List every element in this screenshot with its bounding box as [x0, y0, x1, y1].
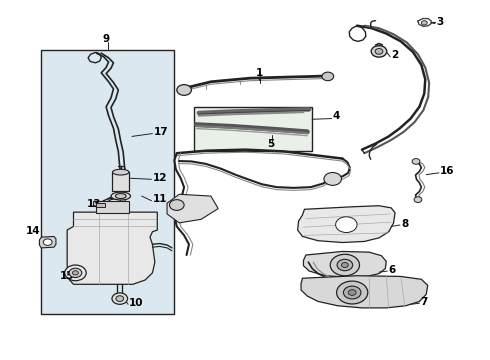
Text: 13: 13 — [87, 199, 101, 209]
Circle shape — [348, 290, 356, 296]
Text: 9: 9 — [103, 34, 110, 44]
Circle shape — [342, 262, 348, 267]
Circle shape — [330, 254, 360, 276]
Ellipse shape — [116, 194, 126, 199]
Bar — [97, 201, 129, 213]
Text: 6: 6 — [389, 265, 396, 275]
Text: 12: 12 — [152, 173, 167, 183]
Text: 8: 8 — [401, 219, 408, 229]
Circle shape — [375, 49, 383, 54]
Text: 1: 1 — [256, 68, 263, 78]
Text: 10: 10 — [129, 298, 144, 308]
Circle shape — [324, 172, 342, 185]
Text: 16: 16 — [440, 166, 454, 176]
Bar — [97, 203, 105, 207]
Bar — [41, 50, 174, 314]
Circle shape — [65, 265, 86, 281]
Circle shape — [177, 85, 192, 95]
Circle shape — [336, 217, 357, 233]
Text: 15: 15 — [60, 271, 74, 281]
Ellipse shape — [113, 169, 129, 175]
Bar — [194, 107, 312, 152]
Text: 11: 11 — [152, 194, 167, 204]
Ellipse shape — [111, 192, 130, 200]
Text: 4: 4 — [333, 111, 340, 121]
Text: 5: 5 — [267, 139, 274, 149]
Circle shape — [43, 239, 52, 246]
Text: 14: 14 — [26, 226, 40, 236]
Circle shape — [112, 293, 127, 304]
Circle shape — [371, 46, 387, 57]
Circle shape — [412, 158, 420, 164]
Bar — [113, 172, 129, 191]
Circle shape — [337, 259, 353, 271]
Circle shape — [69, 268, 82, 278]
Circle shape — [73, 271, 78, 275]
Circle shape — [170, 200, 184, 210]
Circle shape — [337, 281, 368, 304]
Polygon shape — [297, 206, 395, 243]
Polygon shape — [301, 276, 428, 308]
Polygon shape — [303, 251, 386, 277]
Text: 2: 2 — [391, 50, 398, 60]
Circle shape — [421, 21, 427, 25]
Text: 3: 3 — [436, 17, 443, 27]
Text: 7: 7 — [420, 297, 428, 307]
Text: 17: 17 — [153, 127, 168, 137]
Circle shape — [414, 197, 422, 203]
Polygon shape — [167, 194, 218, 223]
Circle shape — [322, 72, 334, 81]
Bar — [93, 201, 101, 206]
Polygon shape — [39, 237, 56, 248]
Circle shape — [116, 296, 123, 301]
Polygon shape — [67, 212, 157, 284]
Circle shape — [343, 286, 361, 299]
